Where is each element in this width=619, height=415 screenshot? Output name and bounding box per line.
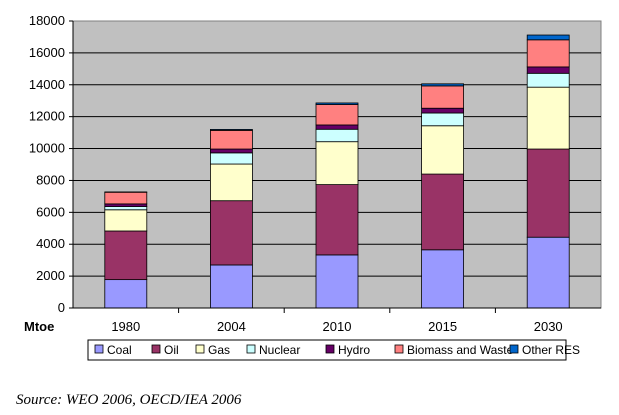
- bar-segment-other-res: [526, 34, 570, 41]
- bar-segment-hydro: [209, 148, 253, 154]
- x-tick-label: 2004: [217, 319, 246, 334]
- y-tick-label: 10000: [29, 141, 65, 156]
- x-axis-ticks: 1980 2004 2010 2015 2030: [111, 308, 563, 334]
- y-tick-label: 16000: [29, 45, 65, 60]
- y-tick-label: 14000: [29, 77, 65, 92]
- legend-swatch: [246, 344, 256, 354]
- legend-swatch: [151, 344, 161, 354]
- bar-segment-gas: [421, 125, 465, 175]
- bar-segment-nuclear: [421, 112, 465, 127]
- x-tick-label: 2030: [534, 319, 563, 334]
- bar-segment-coal: [209, 264, 253, 309]
- bar-segment-nuclear: [526, 72, 570, 88]
- legend-label: Other RES: [522, 343, 580, 357]
- bars: [104, 34, 570, 309]
- legend-label: Nuclear: [259, 343, 300, 357]
- x-tick-label: 1980: [111, 319, 140, 334]
- y-tick-label: 4000: [36, 236, 65, 251]
- legend-swatch: [195, 344, 205, 354]
- bar-segment-biomass-and-waste: [526, 39, 570, 68]
- legend-swatch: [394, 344, 404, 354]
- bar-segment-nuclear: [315, 128, 359, 143]
- bar-segment-coal: [526, 236, 570, 309]
- stacked-bar-chart: 0 2000 4000 6000 8000 10000 12000 14000 16000 180…: [24, 13, 602, 361]
- legend-label: Oil: [164, 343, 179, 357]
- bar-segment-coal: [104, 279, 148, 309]
- bar-segment-coal: [421, 249, 465, 309]
- legend-label: Coal: [107, 343, 132, 357]
- bar-segment-gas: [315, 141, 359, 185]
- bar-segment-biomass-and-waste: [315, 104, 359, 126]
- bar-segment-hydro: [526, 66, 570, 74]
- bar-segment-gas: [209, 163, 253, 202]
- bar-segment-oil: [315, 184, 359, 256]
- bar-segment-nuclear: [104, 206, 148, 211]
- bar-segment-biomass-and-waste: [421, 85, 465, 109]
- x-tick-label: 2010: [323, 319, 352, 334]
- legend-swatch: [94, 344, 104, 354]
- bar-segment-gas: [526, 86, 570, 150]
- y-tick-label: 12000: [29, 109, 65, 124]
- bar-segment-coal: [315, 254, 359, 309]
- legend-label: Hydro: [338, 343, 370, 357]
- bar-segment-oil: [209, 200, 253, 266]
- y-tick-label: 18000: [29, 13, 65, 28]
- bar-segment-hydro: [421, 107, 465, 114]
- y-tick-label: 2000: [36, 268, 65, 283]
- bar-segment-other-res: [209, 129, 253, 131]
- bar-segment-hydro: [104, 203, 148, 207]
- bar-segment-biomass-and-waste: [209, 129, 253, 150]
- x-tick-label: 2015: [428, 319, 457, 334]
- y-tick-label: 6000: [36, 204, 65, 219]
- bar-segment-nuclear: [209, 152, 253, 165]
- y-tick-label: 0: [58, 300, 65, 315]
- bar-segment-oil: [421, 173, 465, 251]
- y-axis-unit-label: Mtoe: [24, 319, 54, 334]
- bar-segment-other-res: [315, 102, 359, 105]
- legend-swatch: [325, 344, 335, 354]
- source-note: Source: WEO 2006, OECD/IEA 2006: [16, 392, 242, 408]
- bar-segment-gas: [104, 209, 148, 232]
- bar-segment-oil: [104, 230, 148, 281]
- legend: Coal Oil Gas Nuclear Hydro Biomass and Waste O…: [87, 339, 580, 361]
- y-tick-label: 8000: [36, 172, 65, 187]
- legend-label: Biomass and Waste: [407, 343, 514, 357]
- bar-segment-hydro: [315, 124, 359, 130]
- bar-segment-oil: [526, 148, 570, 238]
- bar-segment-other-res: [421, 83, 465, 87]
- bar-segment-biomass-and-waste: [104, 191, 148, 205]
- legend-label: Gas: [208, 343, 230, 357]
- legend-swatch: [509, 344, 519, 354]
- y-axis-ticks: 0 2000 4000 6000 8000 10000 12000 14000 16000 180…: [29, 13, 601, 315]
